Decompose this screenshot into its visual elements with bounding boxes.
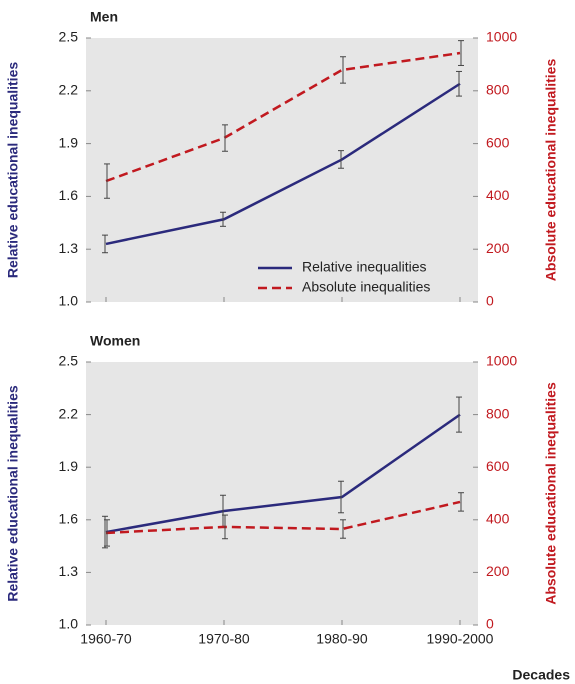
error-bar [458, 40, 464, 66]
series-line [105, 51, 461, 183]
y2-tick-label: 600 [486, 134, 510, 150]
error-bar [340, 56, 346, 84]
series-line [105, 82, 461, 246]
y-tick-label: 1.6 [59, 511, 79, 527]
y2-tick-label: 1000 [486, 29, 517, 45]
y-tick-label: 1.9 [59, 458, 79, 474]
y2-tick-label: 200 [486, 563, 510, 579]
error-bar [222, 514, 228, 540]
y2-axis-label: Absolute educational inequalities [543, 382, 559, 605]
error-bar [102, 515, 108, 549]
y-tick-label: 1.0 [59, 293, 79, 309]
x-axis-label: Decades [512, 667, 570, 683]
x-tick-label: 1990-2000 [427, 631, 494, 647]
y-tick-label: 1.3 [59, 563, 79, 579]
error-bar [338, 150, 344, 169]
y2-tick-label: 600 [486, 458, 510, 474]
error-bar [222, 124, 228, 152]
x-tick-label: 1970-80 [198, 631, 250, 647]
error-bar [458, 492, 464, 512]
y-tick-label: 2.2 [59, 82, 79, 98]
y2-tick-label: 0 [486, 616, 494, 632]
y2-tick-label: 1000 [486, 353, 517, 369]
y2-tick-label: 400 [486, 187, 510, 203]
y-tick-label: 2.2 [59, 405, 79, 421]
error-bar [104, 163, 110, 199]
y-axis-label: Relative educational inequalities [5, 385, 21, 602]
plot-background [86, 38, 478, 302]
y-tick-label: 1.6 [59, 187, 79, 203]
y-tick-label: 1.9 [59, 134, 79, 150]
error-bar [456, 70, 462, 97]
y-axis-label: Relative educational inequalities [5, 62, 21, 279]
error-bar [102, 234, 108, 254]
series-line [105, 413, 461, 534]
panel-title: Men [90, 9, 118, 25]
y-tick-label: 2.5 [59, 353, 79, 369]
legend-label: Absolute inequalities [302, 279, 430, 295]
legend-label: Relative inequalities [302, 259, 427, 275]
y2-tick-label: 800 [486, 405, 510, 421]
y2-tick-label: 0 [486, 293, 494, 309]
x-tick-label: 1960-70 [80, 631, 132, 647]
x-tick-label: 1980-90 [316, 631, 368, 647]
plot-background [86, 362, 478, 625]
y2-tick-label: 200 [486, 240, 510, 256]
error-bar [104, 519, 110, 547]
y2-axis-label: Absolute educational inequalities [543, 59, 559, 282]
error-bar [456, 396, 462, 433]
y-tick-label: 2.5 [59, 29, 79, 45]
error-bar [338, 480, 344, 514]
error-bar [340, 519, 346, 539]
y2-tick-label: 400 [486, 511, 510, 527]
y-tick-label: 1.0 [59, 616, 79, 632]
error-bar [220, 211, 226, 227]
y-tick-label: 1.3 [59, 240, 79, 256]
panel-title: Women [90, 333, 140, 349]
y2-tick-label: 800 [486, 82, 510, 98]
series-line [105, 500, 461, 535]
